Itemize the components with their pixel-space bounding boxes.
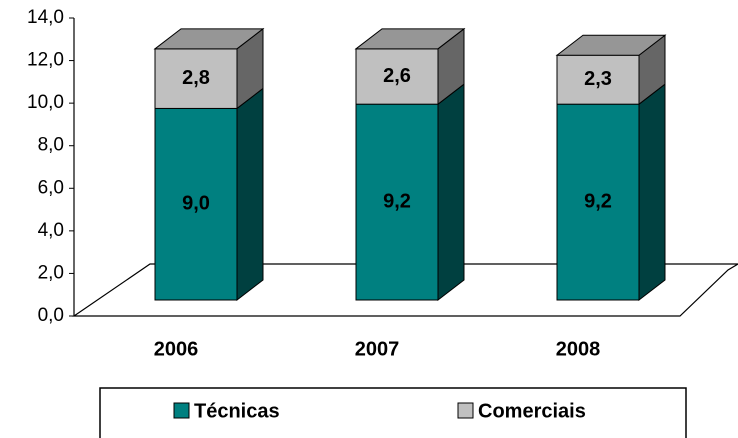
legend-label: Comerciais — [478, 400, 586, 422]
value-label: 9,0 — [182, 192, 210, 214]
value-label: 9,2 — [383, 190, 411, 212]
legend-swatch — [457, 402, 474, 419]
y-tick-label: 12,0 — [27, 50, 64, 71]
y-tick-label: 14,0 — [27, 7, 64, 28]
y-tick-label: 4,0 — [38, 220, 64, 241]
legend-swatch — [173, 402, 190, 419]
value-label: 2,3 — [584, 68, 612, 90]
bar-top — [354, 28, 466, 50]
y-tick-label: 8,0 — [38, 135, 64, 156]
bar — [154, 107, 238, 301]
bar — [355, 103, 439, 301]
legend-label: Técnicas — [194, 400, 280, 422]
y-tick-label: 10,0 — [27, 92, 64, 113]
y-tick-label: 6,0 — [38, 177, 64, 198]
x-tick-label: 2007 — [355, 338, 400, 360]
bar-top — [153, 28, 265, 50]
bar — [556, 54, 640, 105]
bar — [355, 48, 439, 105]
bar-side — [638, 83, 666, 302]
value-label: 2,6 — [383, 65, 411, 87]
value-label: 2,8 — [182, 67, 210, 89]
bar — [556, 103, 640, 301]
y-tick-label: 0,0 — [38, 305, 64, 326]
bar-side — [236, 87, 264, 302]
bar — [154, 48, 238, 109]
x-tick-label: 2006 — [154, 338, 199, 360]
y-tick-label: 2,0 — [38, 262, 64, 283]
value-label: 9,2 — [584, 190, 612, 212]
x-tick-label: 2008 — [556, 338, 601, 360]
legend-box — [99, 387, 687, 438]
bar-side — [437, 83, 465, 302]
bar-top — [555, 34, 667, 56]
